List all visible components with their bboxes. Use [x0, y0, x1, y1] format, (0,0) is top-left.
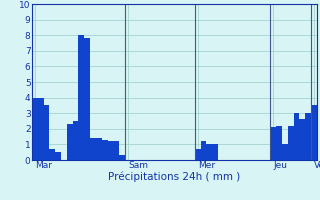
Bar — [113, 141, 119, 160]
Bar — [201, 141, 206, 160]
Bar — [55, 152, 61, 160]
Bar — [90, 138, 96, 160]
Bar — [270, 127, 276, 160]
Bar — [84, 38, 90, 160]
Bar — [49, 149, 55, 160]
Bar — [96, 138, 102, 160]
Bar — [276, 126, 282, 160]
Bar — [67, 124, 73, 160]
Bar — [73, 121, 78, 160]
Bar — [293, 113, 300, 160]
Bar — [102, 140, 108, 160]
Bar — [32, 98, 38, 160]
Bar — [119, 155, 125, 160]
Bar — [38, 98, 44, 160]
Bar — [282, 144, 288, 160]
Bar — [311, 105, 317, 160]
Bar — [305, 113, 311, 160]
Bar — [206, 144, 212, 160]
Bar — [78, 35, 84, 160]
Bar — [195, 149, 201, 160]
Bar — [44, 105, 49, 160]
Bar — [300, 119, 305, 160]
Bar — [212, 144, 218, 160]
Bar — [288, 126, 293, 160]
Bar — [108, 141, 113, 160]
X-axis label: Précipitations 24h ( mm ): Précipitations 24h ( mm ) — [108, 172, 241, 182]
